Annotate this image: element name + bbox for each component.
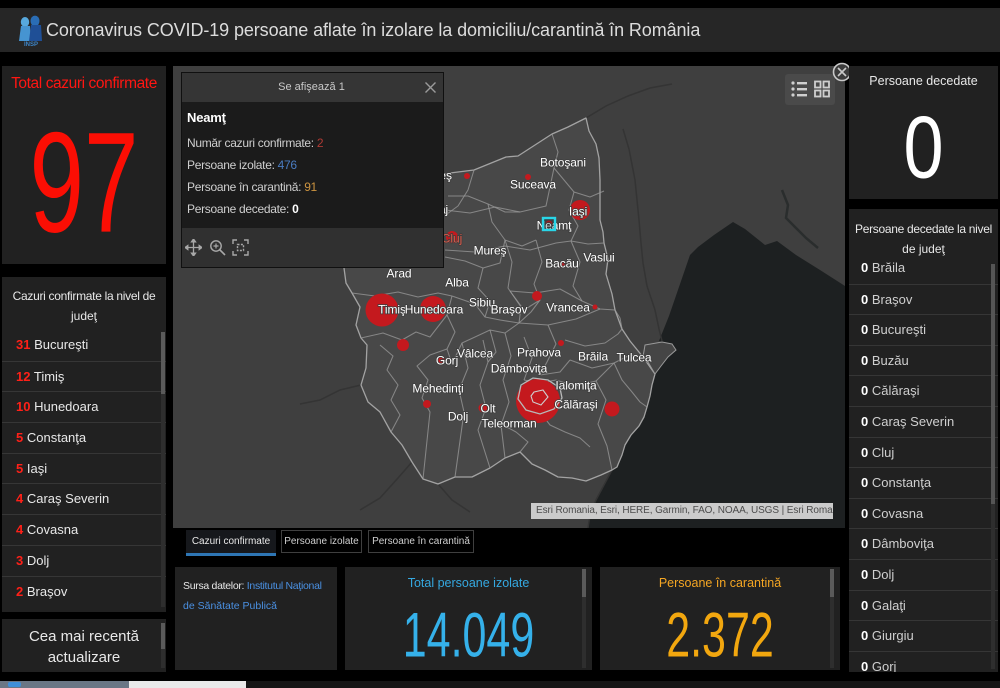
svg-text:Mureş: Mureş: [474, 244, 507, 258]
svg-text:Ialomiţa: Ialomiţa: [555, 379, 597, 393]
svg-text:Arad: Arad: [387, 267, 412, 281]
svg-text:Braşov: Braşov: [491, 303, 528, 317]
svg-text:Dolj: Dolj: [448, 410, 468, 424]
svg-text:Cluj: Cluj: [442, 232, 463, 246]
svg-text:Călăraşi: Călăraşi: [554, 398, 597, 412]
svg-text:Dâmboviţa: Dâmboviţa: [491, 362, 548, 376]
svg-text:Vaslui: Vaslui: [583, 251, 614, 265]
svg-text:Sibiu: Sibiu: [469, 296, 495, 310]
svg-text:Bacău: Bacău: [545, 257, 579, 271]
svg-text:Brăila: Brăila: [578, 350, 609, 364]
svg-text:Gorj: Gorj: [436, 354, 458, 368]
svg-text:Timiş: Timiş: [378, 303, 406, 317]
svg-text:Botoşani: Botoşani: [540, 156, 586, 170]
svg-text:Prahova: Prahova: [517, 346, 561, 360]
svg-text:Vâlcea: Vâlcea: [457, 347, 494, 361]
svg-text:Vrancea: Vrancea: [546, 301, 590, 315]
svg-text:INSP: INSP: [24, 42, 38, 47]
svg-text:Alba: Alba: [445, 276, 469, 290]
svg-text:Suceava: Suceava: [510, 178, 556, 192]
svg-text:Mehedinţi: Mehedinţi: [412, 382, 463, 396]
svg-text:Olt: Olt: [480, 402, 496, 416]
svg-text:Hunedoara: Hunedoara: [405, 303, 464, 317]
svg-text:Teleorman: Teleorman: [481, 417, 536, 431]
svg-text:Iaşi: Iaşi: [569, 205, 587, 219]
svg-text:Tulcea: Tulcea: [617, 351, 652, 365]
